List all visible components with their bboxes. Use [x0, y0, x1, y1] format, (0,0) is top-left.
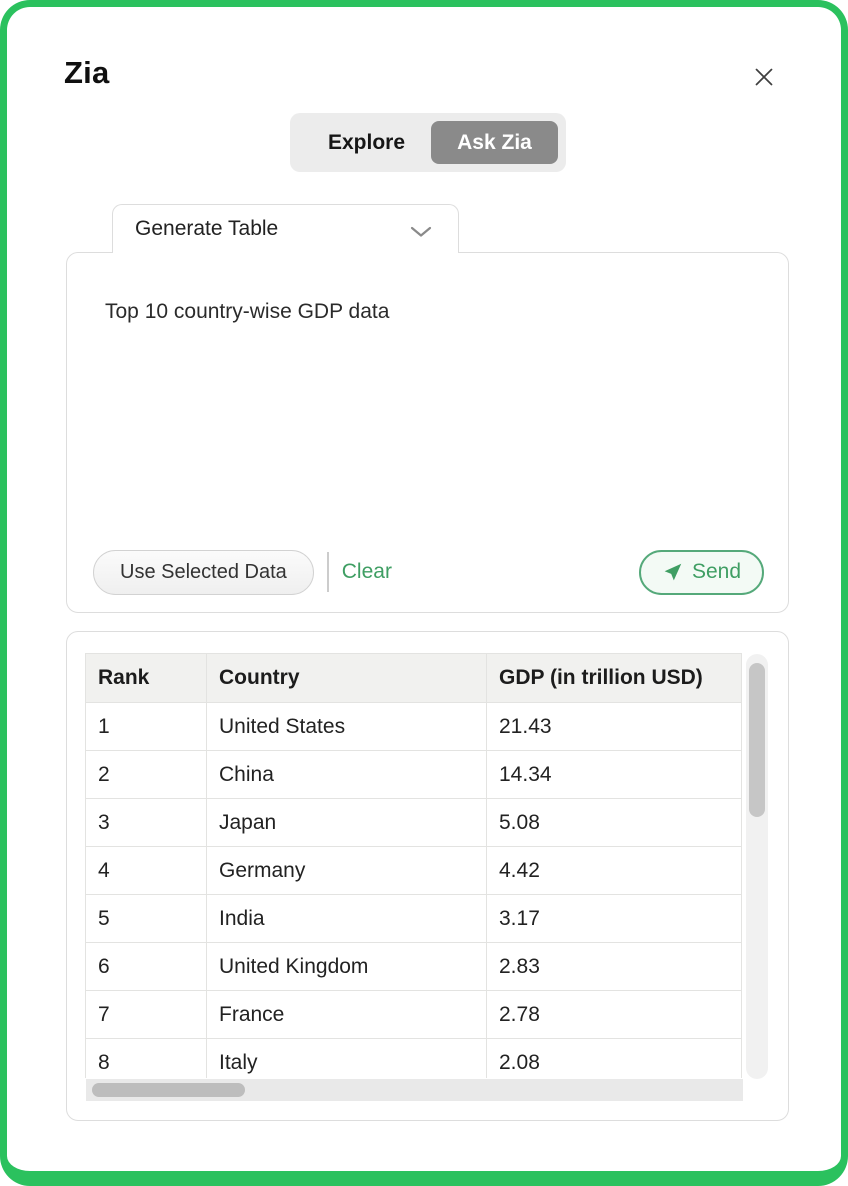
- horizontal-scrollbar-thumb[interactable]: [92, 1083, 245, 1097]
- cell-rank: 6: [85, 942, 207, 991]
- cell-rank: 3: [85, 798, 207, 847]
- tab-explore[interactable]: Explore: [327, 130, 406, 154]
- cell-country: France: [206, 990, 487, 1039]
- cell-country: China: [206, 750, 487, 799]
- cell-country: United States: [206, 702, 487, 751]
- use-selected-data-button[interactable]: Use Selected Data: [93, 549, 314, 595]
- table-row: 3 Japan 5.08: [85, 798, 742, 847]
- table-row: 5 India 3.17: [85, 894, 742, 943]
- panel-title: Zia: [64, 55, 110, 90]
- table-row: 8 Italy 2.08: [85, 1038, 742, 1078]
- cell-country: Germany: [206, 846, 487, 895]
- send-icon: [662, 562, 683, 583]
- table-row: 2 China 14.34: [85, 750, 742, 799]
- gdp-table: Rank Country GDP (in trillion USD) 1 Uni…: [85, 653, 742, 1078]
- vertical-scrollbar-thumb[interactable]: [749, 663, 765, 817]
- table-row: 7 France 2.78: [85, 990, 742, 1039]
- action-type-label: Generate Table: [135, 217, 279, 240]
- header-country: Country: [206, 653, 487, 703]
- result-table-card: Rank Country GDP (in trillion USD) 1 Uni…: [66, 631, 789, 1121]
- prompt-footer: Use Selected Data Clear Send: [93, 549, 764, 595]
- table-row: 6 United Kingdom 2.83: [85, 942, 742, 991]
- close-icon: [752, 65, 776, 92]
- cell-gdp: 5.08: [486, 798, 742, 847]
- cell-rank: 4: [85, 846, 207, 895]
- mode-toggle: Explore Ask Zia: [290, 113, 566, 172]
- cell-country: Japan: [206, 798, 487, 847]
- send-button[interactable]: Send: [638, 549, 764, 595]
- send-label: Send: [691, 560, 741, 583]
- horizontal-scrollbar[interactable]: [86, 1079, 743, 1101]
- header-gdp: GDP (in trillion USD): [486, 653, 742, 703]
- cell-country: Italy: [206, 1038, 487, 1078]
- scrollbar-corner: [743, 1079, 769, 1101]
- close-button[interactable]: [746, 60, 782, 96]
- table-viewport: Rank Country GDP (in trillion USD) 1 Uni…: [85, 653, 745, 1078]
- footer-divider: [326, 552, 329, 592]
- clear-button[interactable]: Clear: [341, 560, 392, 583]
- cell-country: India: [206, 894, 487, 943]
- cell-gdp: 2.83: [486, 942, 742, 991]
- cell-rank: 5: [85, 894, 207, 943]
- cell-gdp: 2.08: [486, 1038, 742, 1078]
- table-row: 1 United States 21.43: [85, 702, 742, 751]
- chevron-down-icon: [410, 225, 432, 243]
- table-row: 4 Germany 4.42: [85, 846, 742, 895]
- cell-gdp: 2.78: [486, 990, 742, 1039]
- vertical-scrollbar[interactable]: [746, 654, 768, 1079]
- cell-rank: 8: [85, 1038, 207, 1078]
- cell-rank: 1: [85, 702, 207, 751]
- action-type-dropdown[interactable]: Generate Table: [112, 204, 459, 253]
- cell-gdp: 14.34: [486, 750, 742, 799]
- cell-gdp: 3.17: [486, 894, 742, 943]
- cell-country: United Kingdom: [206, 942, 487, 991]
- cell-gdp: 4.42: [486, 846, 742, 895]
- prompt-input[interactable]: Top 10 country-wise GDP data: [105, 300, 390, 323]
- cell-rank: 2: [85, 750, 207, 799]
- header-rank: Rank: [85, 653, 207, 703]
- cell-gdp: 21.43: [486, 702, 742, 751]
- prompt-box: Top 10 country-wise GDP data Use Selecte…: [66, 252, 789, 613]
- tab-ask-zia[interactable]: Ask Zia: [431, 121, 558, 164]
- cell-rank: 7: [85, 990, 207, 1039]
- table-header-row: Rank Country GDP (in trillion USD): [85, 653, 742, 703]
